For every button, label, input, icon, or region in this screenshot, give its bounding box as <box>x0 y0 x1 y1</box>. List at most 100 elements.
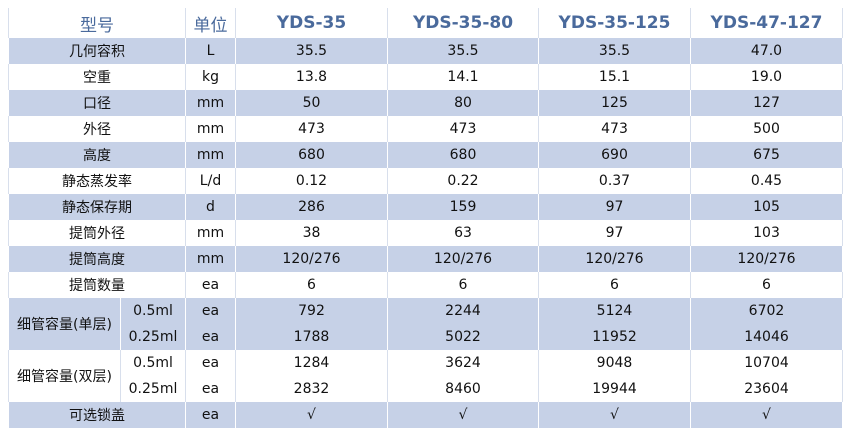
table-row: 几何容积 L 35.5 35.5 35.5 47.0 <box>8 38 843 64</box>
header-cell: YDS-47-127 <box>690 8 843 38</box>
header-cell: YDS-35 <box>235 8 388 38</box>
row-sublabel: 0.5ml <box>120 298 186 324</box>
table-row: 口径 mm 50 80 125 127 <box>8 90 843 116</box>
value-cell: 35.5 <box>387 38 539 64</box>
value-cell: 286 <box>235 194 388 220</box>
row-label: 提筒数量 <box>8 272 186 298</box>
table-row: 外径 mm 473 473 473 500 <box>8 116 843 142</box>
value-cell: 14046 <box>690 324 843 350</box>
value-cell: 11952 <box>538 324 691 350</box>
table-row: 0.25ml ea 2832 8460 19944 23604 <box>9 376 843 402</box>
value-cell: 120/276 <box>387 246 539 272</box>
value-cell: √ <box>538 402 691 428</box>
row-label: 提筒外径 <box>8 220 186 246</box>
value-cell: 159 <box>387 194 539 220</box>
unit-cell: mm <box>185 220 236 246</box>
value-cell: 792 <box>235 298 388 324</box>
value-cell: √ <box>235 402 388 428</box>
row-sublabel: 0.5ml <box>120 350 186 376</box>
value-cell: 105 <box>690 194 843 220</box>
header-cell: YDS-35-125 <box>538 8 691 38</box>
row-label: 可选锁盖 <box>8 402 186 428</box>
unit-cell: ea <box>185 350 236 376</box>
value-cell: 120/276 <box>538 246 691 272</box>
value-cell: 6 <box>690 272 843 298</box>
value-cell: 10704 <box>690 350 843 376</box>
value-cell: 6 <box>387 272 539 298</box>
unit-cell: kg <box>185 64 236 90</box>
value-cell: 8460 <box>387 376 539 402</box>
value-cell: 680 <box>235 142 388 168</box>
row-label: 细管容量(双层) <box>8 350 121 402</box>
value-cell: 2244 <box>387 298 539 324</box>
table-row: 提筒外径 mm 38 63 97 103 <box>8 220 843 246</box>
unit-cell: ea <box>185 298 236 324</box>
value-cell: 473 <box>538 116 691 142</box>
value-cell: 0.22 <box>387 168 539 194</box>
unit-cell: mm <box>185 142 236 168</box>
unit-cell: ea <box>185 272 236 298</box>
table-row: 静态保存期 d 286 159 97 105 <box>8 194 843 220</box>
unit-cell: mm <box>185 246 236 272</box>
table-row: 0.25ml ea 1788 5022 11952 14046 <box>9 324 843 350</box>
table-body: 型号 单位 YDS-35 YDS-35-80 YDS-35-125 YDS-47-127 几… <box>8 8 843 428</box>
table-row: 空重 kg 13.8 14.1 15.1 19.0 <box>8 64 843 90</box>
value-cell: 35.5 <box>538 38 691 64</box>
unit-cell: mm <box>185 116 236 142</box>
row-sublabel: 0.25ml <box>120 376 186 402</box>
unit-cell: L <box>185 38 236 64</box>
value-cell: √ <box>387 402 539 428</box>
value-cell: 15.1 <box>538 64 691 90</box>
value-cell: 680 <box>387 142 539 168</box>
value-cell: 23604 <box>690 376 843 402</box>
value-cell: 125 <box>538 90 691 116</box>
row-label: 口径 <box>8 90 186 116</box>
table-row: 细管容量(单层) 0.5ml ea 792 2244 5124 6702 <box>8 298 843 350</box>
value-cell: 47.0 <box>690 38 843 64</box>
unit-cell: L/d <box>185 168 236 194</box>
row-label: 几何容积 <box>8 38 186 64</box>
table-row: 型号 单位 YDS-35 YDS-35-80 YDS-35-125 YDS-47-127 <box>8 8 843 38</box>
row-label: 空重 <box>8 64 186 90</box>
value-cell: 13.8 <box>235 64 388 90</box>
value-cell: 127 <box>690 90 843 116</box>
unit-cell: ea <box>185 376 236 402</box>
value-cell: 19944 <box>538 376 691 402</box>
table-row: 提筒数量 ea 6 6 6 6 <box>8 272 843 298</box>
value-cell: 675 <box>690 142 843 168</box>
unit-cell: mm <box>185 90 236 116</box>
value-cell: 1788 <box>235 324 388 350</box>
value-cell: 38 <box>235 220 388 246</box>
header-cell: YDS-35-80 <box>387 8 539 38</box>
unit-cell: ea <box>185 324 236 350</box>
value-cell: 0.12 <box>235 168 388 194</box>
value-cell: 1284 <box>235 350 388 376</box>
header-cell: 型号 <box>8 8 186 38</box>
row-label: 提筒高度 <box>8 246 186 272</box>
value-cell: 500 <box>690 116 843 142</box>
value-cell: 63 <box>387 220 539 246</box>
table-row: 静态蒸发率 L/d 0.12 0.22 0.37 0.45 <box>8 168 843 194</box>
value-cell: 473 <box>235 116 388 142</box>
table-row: 可选锁盖 ea √ √ √ √ <box>8 402 843 428</box>
value-cell: 9048 <box>538 350 691 376</box>
value-cell: 14.1 <box>387 64 539 90</box>
value-cell: 35.5 <box>235 38 388 64</box>
value-cell: 120/276 <box>690 246 843 272</box>
value-cell: 97 <box>538 194 691 220</box>
value-cell: 6 <box>538 272 691 298</box>
value-cell: 2832 <box>235 376 388 402</box>
row-label: 外径 <box>8 116 186 142</box>
value-cell: 5124 <box>538 298 691 324</box>
row-sublabel: 0.25ml <box>120 324 186 350</box>
value-cell: 3624 <box>387 350 539 376</box>
value-cell: 6 <box>235 272 388 298</box>
row-label: 静态保存期 <box>8 194 186 220</box>
row-label: 细管容量(单层) <box>8 298 121 350</box>
value-cell: 690 <box>538 142 691 168</box>
header-cell: 单位 <box>185 8 236 38</box>
value-cell: 19.0 <box>690 64 843 90</box>
table-row: 细管容量(双层) 0.5ml ea 1284 3624 9048 10704 <box>8 350 843 402</box>
unit-cell: ea <box>185 402 236 428</box>
